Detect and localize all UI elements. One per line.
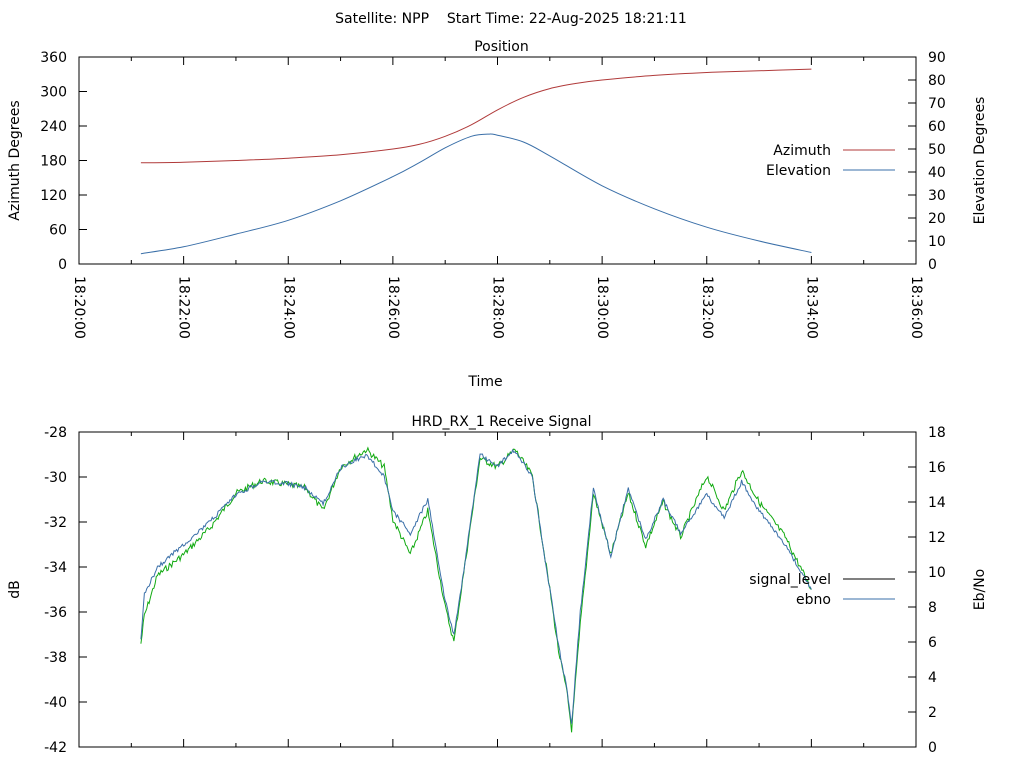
x-ticks xyxy=(78,57,917,264)
y2-tick-label: 60 xyxy=(928,119,946,135)
y-tick-label: 360 xyxy=(40,50,67,66)
plot-frame xyxy=(78,431,917,748)
x-tick-label: 18:32:00 xyxy=(699,276,715,339)
x-tick-label: 18:20:00 xyxy=(71,276,87,339)
series-line-azimuth xyxy=(140,68,812,164)
y-tick-label: -34 xyxy=(44,560,67,576)
chart-title: Position xyxy=(474,39,529,55)
y2-tick-label: 4 xyxy=(928,670,937,686)
y-tick-label: -32 xyxy=(44,515,67,531)
y2-tick-label: 6 xyxy=(928,635,937,651)
y-tick-label: 240 xyxy=(40,119,67,135)
y2-axis-label: Eb/No xyxy=(972,569,988,611)
chart-title: HRD_RX_1 Receive Signal xyxy=(412,414,592,430)
y-tick-label: -30 xyxy=(44,470,67,486)
y2-tick-label: 0 xyxy=(928,257,937,273)
x-ticks xyxy=(78,432,917,747)
y2-tick-label: 10 xyxy=(928,565,946,581)
y2-tick-label: 12 xyxy=(928,530,946,546)
y-tick-label: -42 xyxy=(44,740,67,756)
y2-tick-label: 70 xyxy=(928,96,946,112)
y-tick-label: -36 xyxy=(44,605,67,621)
y-tick-label: -40 xyxy=(44,695,67,711)
y2-tick-label: 18 xyxy=(928,425,946,441)
plot-frame xyxy=(78,56,917,265)
y2-tick-label: 20 xyxy=(928,211,946,227)
x-tick-label: 18:24:00 xyxy=(280,276,296,339)
y2-tick-label: 16 xyxy=(928,460,946,476)
position-chart: Position 18:20:00 18:22:00 18:24:00 18:26:00… xyxy=(7,39,988,390)
y-tick-label: 180 xyxy=(40,154,67,170)
series-line-elevation xyxy=(140,133,812,255)
y-axis-label: Azimuth Degrees xyxy=(7,100,23,220)
y2-axis-label: Elevation Degrees xyxy=(972,97,988,225)
y2-tick-label: 30 xyxy=(928,188,946,204)
legend-label-elevation: Elevation xyxy=(766,163,831,179)
y2-tick-label: 40 xyxy=(928,165,946,181)
x-tick-label: 18:26:00 xyxy=(385,276,401,339)
x-tick-label: 18:34:00 xyxy=(803,276,819,339)
y2-tick-label: 8 xyxy=(928,600,937,616)
y2-tick-label: 0 xyxy=(928,740,937,756)
y2-tick-label: 50 xyxy=(928,142,946,158)
y-tick-label: -38 xyxy=(44,650,67,666)
y-tick-label: 120 xyxy=(40,188,67,204)
series-line-signal-level xyxy=(140,448,812,724)
legend-label-azimuth: Azimuth xyxy=(773,143,831,159)
x-tick-label: 18:36:00 xyxy=(908,276,924,339)
y-tick-label: 300 xyxy=(40,85,67,101)
legend-label-ebno: ebno xyxy=(796,592,831,608)
x-tick-label: 18:30:00 xyxy=(594,276,610,339)
series-line-ebno-green xyxy=(140,446,812,733)
page-title: Satellite: NPP Start Time: 22-Aug-2025 1… xyxy=(335,11,687,27)
y2-tick-label: 10 xyxy=(928,234,946,250)
receive-signal-chart: HRD_RX_1 Receive Signal -42 -40 -38 -36 -34 -3… xyxy=(7,414,988,756)
x-tick-label: 18:28:00 xyxy=(490,276,506,339)
y-axis-label: dB xyxy=(7,580,23,599)
y2-tick-label: 90 xyxy=(928,50,946,66)
x-axis-label: Time xyxy=(467,374,502,390)
y2-tick-label: 80 xyxy=(928,73,946,89)
y-tick-label: -28 xyxy=(44,425,67,441)
legend-label-signal_level: signal_level xyxy=(749,572,831,588)
y2-tick-label: 14 xyxy=(928,495,946,511)
y-tick-label: 60 xyxy=(49,223,67,239)
x-tick-label: 18:22:00 xyxy=(176,276,192,339)
y2-tick-label: 2 xyxy=(928,705,937,721)
y-tick-label: 0 xyxy=(58,257,67,273)
